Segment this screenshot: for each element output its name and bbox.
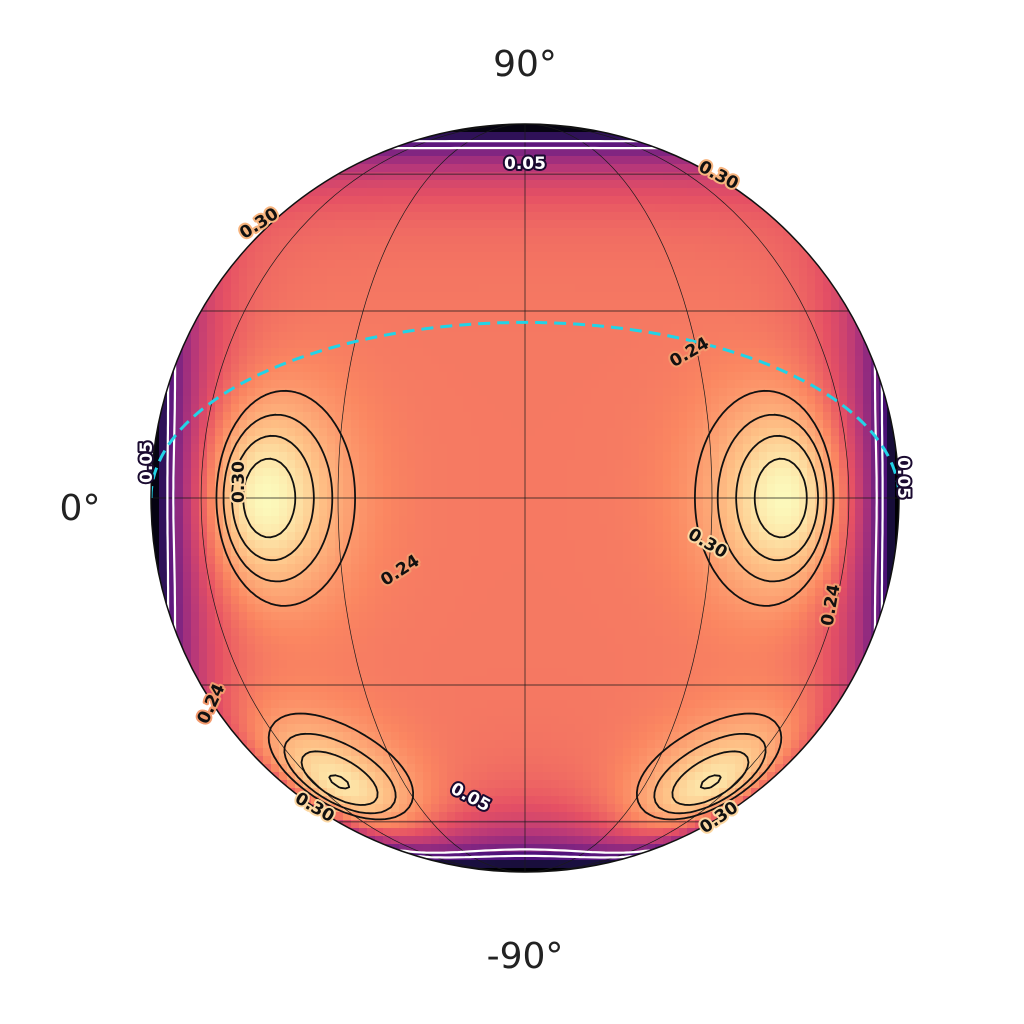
heatmap-field [151,124,899,872]
globe-outline [150,123,900,873]
tick-label-left: 0° [60,488,101,529]
plot-area [151,124,899,872]
contour-label-0.05-top: 0.05 [504,154,546,174]
contour-line-black [151,413,899,872]
tick-label-top: 90° [493,44,557,85]
contour-label-0.30-left-max: 0.30 [229,461,249,503]
dashed-great-circle [151,320,899,499]
contour-label-0.05-left: 0.05 [137,441,157,483]
tick-label-bottom: -90° [487,936,564,977]
contour-label-0.05-right: 0.05 [893,457,913,499]
dashed-great-circle-line [151,320,899,499]
